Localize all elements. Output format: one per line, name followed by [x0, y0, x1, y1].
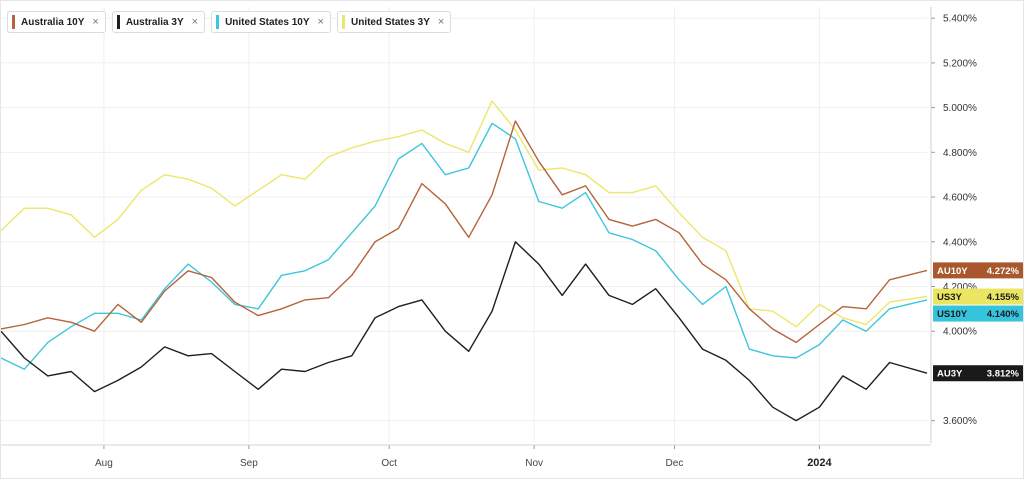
close-icon[interactable]: × [92, 16, 99, 28]
x-tick-label: Oct [381, 458, 397, 469]
y-tick-label: 4.800% [943, 148, 977, 159]
y-tick-label: 4.000% [943, 327, 977, 338]
series-line-australia-3y[interactable] [1, 241, 928, 422]
value-badge-code: AU3Y [937, 369, 963, 380]
close-icon[interactable]: × [317, 16, 324, 28]
value-badge-code: US10Y [937, 309, 968, 320]
legend-label: United States 10Y [225, 16, 310, 28]
series-line-united-states-3y[interactable] [1, 100, 928, 328]
y-tick-label: 4.400% [943, 237, 977, 248]
legend-chip-australia-10y[interactable]: Australia 10Y × [7, 11, 106, 33]
close-icon[interactable]: × [437, 16, 445, 28]
value-badge-value: 3.812% [987, 369, 1020, 380]
y-tick-label: 5.400% [943, 14, 977, 25]
y-tick-label: 4.200% [943, 282, 977, 293]
y-tick-label: 4.600% [943, 193, 977, 204]
legend-chip-united-states-10y[interactable]: United States 10Y × [211, 11, 331, 33]
legend-swatch [116, 15, 120, 29]
x-tick-label: Sep [240, 458, 258, 469]
x-tick-label: 2024 [807, 457, 832, 469]
series-line-australia-10y[interactable] [1, 120, 928, 344]
y-tick-label: 5.000% [943, 103, 977, 114]
y-tick-label: 3.600% [943, 416, 977, 427]
y-tick-label: 5.200% [943, 58, 977, 69]
value-badge-bg [933, 262, 1023, 279]
legend-swatch [341, 15, 345, 29]
value-badge-value: 4.140% [987, 309, 1020, 320]
x-tick-label: Aug [95, 458, 113, 469]
value-badge-value: 4.272% [987, 266, 1020, 277]
value-badge-us10y: US10Y 4.140% [933, 305, 1023, 322]
legend-chip-australia-3y[interactable]: Australia 3Y × [111, 11, 206, 33]
legend-label: Australia 3Y [125, 16, 184, 28]
value-badge-value: 4.155% [987, 292, 1020, 303]
x-tick-label: Dec [666, 458, 684, 469]
value-badge-bg [933, 305, 1023, 322]
legend-swatch [216, 15, 220, 29]
value-badge-us3y: US3Y 4.155% [933, 288, 1023, 305]
legend-label: United States 3Y [350, 16, 430, 28]
legend-label: Australia 10Y [21, 16, 85, 28]
value-badge-code: US3Y [937, 292, 962, 303]
x-tick-label: Nov [525, 458, 543, 469]
value-badge-bg [933, 365, 1023, 382]
close-icon[interactable]: × [191, 16, 199, 28]
legend-swatch [12, 15, 15, 29]
value-badge-au10y: AU10Y 4.272% [933, 262, 1023, 279]
legend: Australia 10Y × Australia 3Y × United St… [7, 11, 452, 33]
value-badge-au3y: AU3Y 3.812% [933, 365, 1023, 382]
value-badge-code: AU10Y [937, 266, 968, 277]
series-line-united-states-10y[interactable] [1, 122, 928, 370]
value-badge-bg [933, 288, 1023, 305]
legend-chip-united-states-3y[interactable]: United States 3Y × [336, 11, 452, 33]
